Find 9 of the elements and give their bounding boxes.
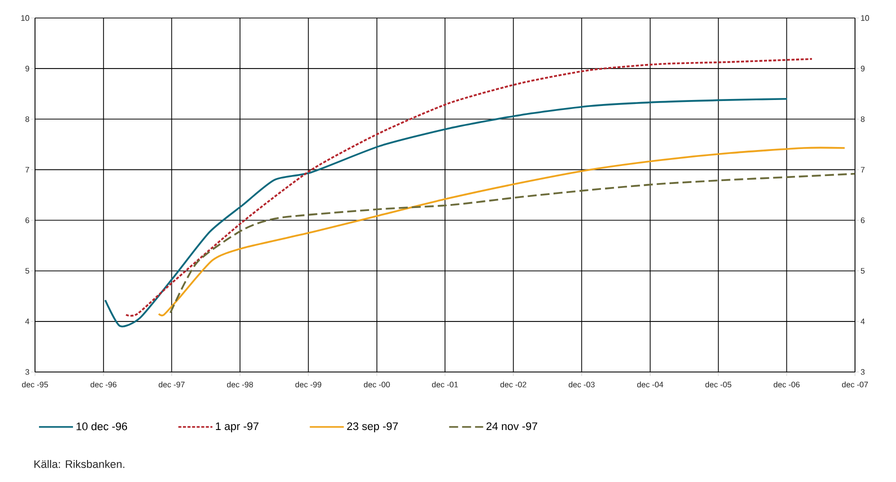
text: Källa: Riksbanken. <box>34 460 124 468</box>
legend-label: 10 dec -96 <box>76 422 128 430</box>
legend-label: 1 apr -97 <box>216 422 258 432</box>
line-series <box>169 172 856 314</box>
line-series <box>104 98 788 328</box>
legend-label: 23 sep -97 <box>347 422 398 432</box>
line-series <box>158 146 846 316</box>
legend-label: 24 nov -97 <box>486 422 538 430</box>
line-series <box>125 58 813 316</box>
